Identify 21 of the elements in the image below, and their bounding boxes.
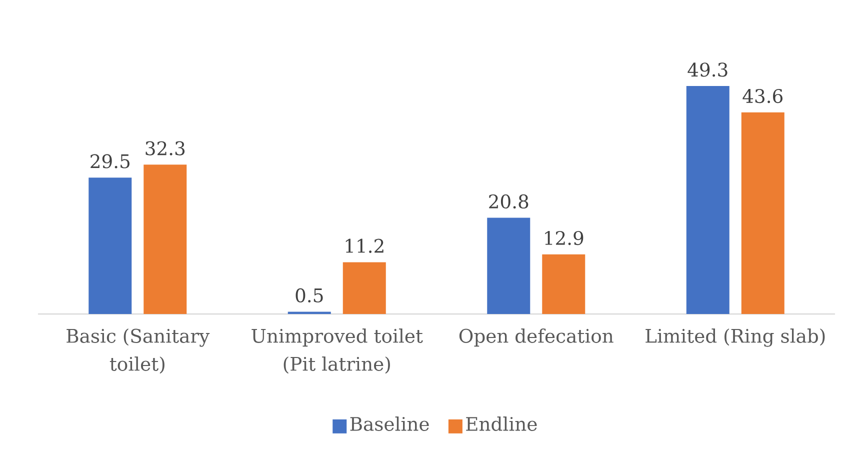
x-tick-label: Open defecation xyxy=(459,328,614,347)
bar xyxy=(88,178,132,314)
bar xyxy=(741,112,784,314)
data-label: 11.2 xyxy=(346,238,384,253)
bar xyxy=(342,262,386,314)
legend-label: Baseline xyxy=(350,416,429,431)
data-label: 49.3 xyxy=(688,62,728,77)
data-label: 20.8 xyxy=(489,194,528,209)
legend-label: Endline xyxy=(466,416,537,431)
bar xyxy=(144,164,187,314)
data-label: 12.9 xyxy=(545,230,584,246)
x-tick-label: Basic (Sanitary toilet) xyxy=(66,328,210,374)
data-label: 29.5 xyxy=(90,154,130,168)
x-tick-label: Limited (Ring slab) xyxy=(646,328,825,347)
bar xyxy=(487,218,530,314)
data-label: 43.6 xyxy=(742,88,782,104)
x-tick-label: Unimproved toilet (Pit latrine) xyxy=(252,328,423,374)
bar xyxy=(542,254,586,314)
data-label: 0.5 xyxy=(296,288,323,302)
bar xyxy=(686,86,730,314)
data-label: 32.3 xyxy=(146,141,185,156)
